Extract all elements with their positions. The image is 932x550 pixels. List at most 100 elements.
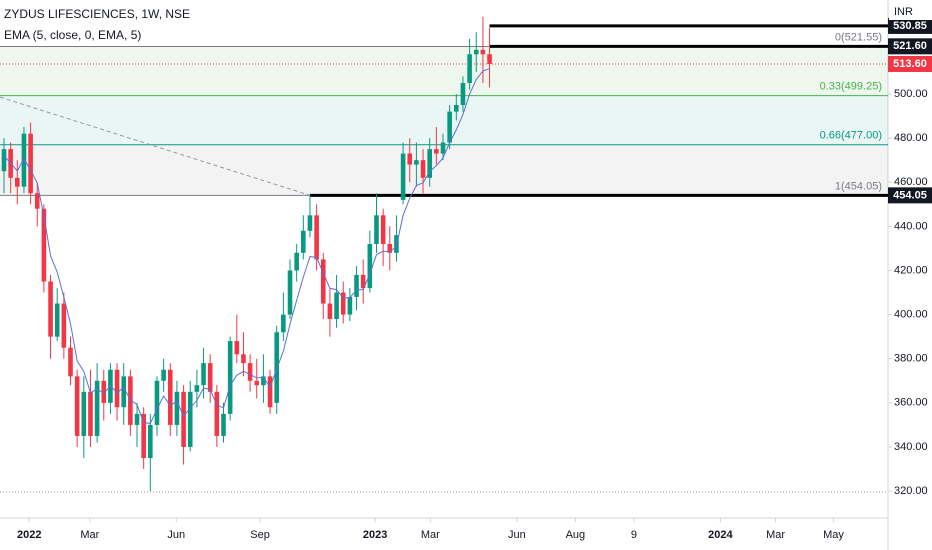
candle-body [121, 376, 127, 408]
candle-body [434, 149, 439, 154]
candle-body [114, 369, 120, 408]
x-tick-label: 2024 [708, 529, 733, 541]
candle-body [281, 314, 286, 333]
candle-body [88, 391, 93, 436]
candle-body [454, 105, 459, 112]
x-tick-label: May [823, 529, 844, 541]
candle-body [307, 215, 313, 231]
candle-body [161, 369, 166, 381]
candle-body [141, 413, 146, 458]
candle-body [68, 347, 73, 377]
x-tick-label: Sep [250, 529, 270, 541]
candle-body [367, 243, 373, 289]
candle-body [227, 341, 233, 414]
y-tick-label: 500.00 [894, 88, 928, 100]
candle-body [327, 303, 333, 320]
candle-body [187, 391, 193, 447]
candle-body [41, 208, 47, 282]
candle-body [74, 376, 80, 436]
y-tick-label: 420.00 [894, 264, 928, 276]
last-price-label-text: 513.60 [893, 58, 927, 70]
candle-body [487, 54, 492, 64]
candle-body [387, 243, 393, 253]
candle-body [473, 49, 479, 55]
candle-body [154, 380, 160, 425]
candle-body [61, 303, 67, 348]
fib-band [0, 46, 888, 96]
x-tick-label: 9 [631, 529, 637, 541]
x-tick-label: 2022 [17, 529, 41, 541]
candle-body [14, 177, 20, 187]
candle-body [420, 160, 426, 178]
y-tick-label: 320.00 [894, 485, 928, 497]
candle-body [1, 149, 7, 172]
candle-body [440, 142, 446, 154]
candle-body [247, 363, 253, 381]
candle-body [320, 259, 326, 304]
fib-band [0, 95, 888, 145]
trend-line [0, 96, 311, 196]
candle-body [380, 215, 386, 244]
candle-body [354, 274, 359, 297]
candle-body [81, 391, 87, 436]
candle-body [460, 82, 466, 106]
candle-body [274, 332, 280, 403]
candle-body [407, 153, 413, 165]
x-tick-label: 2023 [363, 529, 387, 541]
candle-body [214, 391, 220, 436]
ray-label-box [888, 38, 932, 55]
candle-body [148, 424, 153, 458]
candle-body [294, 252, 299, 271]
ray-label-text: 454.05 [893, 189, 927, 201]
y-tick-label: 480.00 [894, 132, 928, 144]
candle-body [414, 160, 419, 165]
candle-body [28, 133, 33, 194]
candle-body [261, 376, 266, 386]
x-tick-label: Jun [167, 529, 185, 541]
y-tick-label: 460.00 [894, 176, 928, 188]
candle-body [254, 380, 260, 386]
ray-label-text: 530.85 [893, 20, 927, 32]
fib-label: 0(521.55) [835, 31, 882, 43]
candle-body [134, 413, 140, 425]
x-tick-label: Mar [766, 529, 785, 541]
chart-title: ZYDUS LIFESCIENCES, 1W, NSE [4, 7, 190, 21]
candle-body [101, 380, 107, 403]
y-tick-label: 360.00 [894, 397, 928, 409]
fib-label: 0.66(477.00) [820, 130, 882, 142]
ema-line [3, 68, 490, 424]
candle-body [267, 376, 273, 408]
candle-body [340, 292, 346, 315]
candle-body [334, 292, 339, 320]
candle-body [374, 215, 379, 244]
last-price-label-box [888, 55, 932, 72]
candle-body [128, 376, 133, 425]
candle-body [181, 391, 186, 447]
candle-body [360, 274, 366, 289]
x-tick-label: Mar [80, 529, 99, 541]
candle-body [201, 363, 206, 386]
candle-body [54, 303, 60, 337]
candle-body [207, 363, 213, 392]
x-tick-label: Mar [421, 529, 440, 541]
candle-body [174, 391, 180, 425]
candle-body [314, 215, 319, 260]
ema-legend: EMA (5, close, 0, EMA, 5) [4, 28, 141, 42]
x-tick-label: Jun [508, 529, 526, 541]
ray-label-box [888, 17, 932, 34]
candle-body [48, 281, 53, 337]
candle-body [241, 354, 246, 364]
candle-body [167, 369, 173, 425]
ray-label-box [888, 187, 932, 204]
y-tick-label: 400.00 [894, 309, 928, 321]
candle-body [347, 296, 353, 315]
y-tick-label: 440.00 [894, 220, 928, 232]
fib-label: 1(454.05) [835, 180, 882, 192]
currency: INR [894, 6, 913, 18]
candle-body [221, 413, 226, 436]
candle-body [301, 230, 306, 253]
candle-body [194, 385, 200, 392]
candle-body [427, 149, 432, 178]
y-tick-label: 340.00 [894, 441, 928, 453]
candle-body [94, 380, 100, 436]
